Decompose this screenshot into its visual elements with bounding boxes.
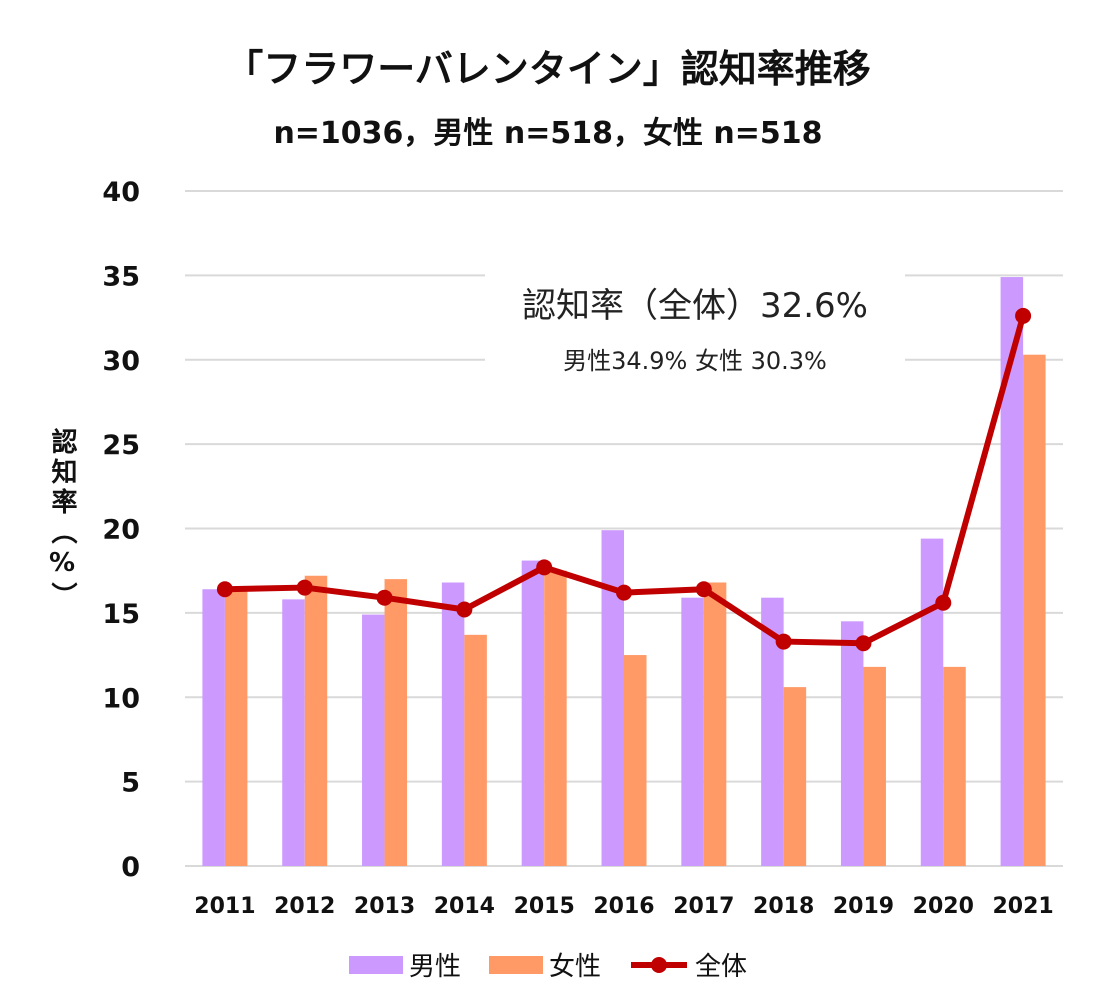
marker-total <box>456 601 473 618</box>
marker-total <box>855 635 872 652</box>
bar-female <box>863 666 886 866</box>
bar-female <box>1023 354 1046 866</box>
y-tick-label: 30 <box>102 346 140 377</box>
marker-total <box>695 581 712 598</box>
marker-total <box>616 584 632 601</box>
marker-total <box>376 589 393 606</box>
x-tick-label: 2019 <box>833 894 894 919</box>
marker-total <box>935 594 952 611</box>
legend-item-female: 女性 <box>488 946 601 983</box>
y-tick-label: 5 <box>121 768 140 799</box>
annotation-box: 認知率（全体）32.6% 男性34.9% 女性 30.3% <box>485 272 905 386</box>
x-tick-label: 2013 <box>354 894 415 919</box>
bar-male <box>441 582 465 866</box>
legend-swatch-male <box>348 955 403 974</box>
bar-female <box>624 655 647 866</box>
bar-male <box>521 560 545 866</box>
x-tick-label: 2017 <box>673 894 734 919</box>
y-tick-label: 10 <box>102 683 140 714</box>
x-tick-label: 2011 <box>194 894 255 919</box>
bar-female <box>703 582 727 866</box>
y-tick-label: 25 <box>102 430 140 461</box>
x-tick-label: 2012 <box>274 894 335 919</box>
legend: 男性 女性 全体 <box>0 946 1096 983</box>
bar-male <box>840 621 864 866</box>
bar-male <box>761 597 784 866</box>
legend-item-male: 男性 <box>348 946 461 983</box>
bar-female <box>464 634 487 866</box>
bar-female <box>943 666 966 866</box>
chart-title: 「フラワーバレンタイン」認知率推移 <box>225 47 871 91</box>
legend-label: 全体 <box>695 952 748 982</box>
bar-female <box>544 570 567 866</box>
bar-female <box>783 687 807 866</box>
bar-female <box>304 575 328 866</box>
x-tick-label: 2016 <box>593 894 654 919</box>
marker-total <box>775 633 792 650</box>
legend-swatch-total <box>631 956 687 973</box>
bar-female <box>224 590 248 866</box>
marker-total <box>296 579 313 596</box>
bar-male <box>362 614 385 866</box>
bar-male <box>202 589 225 866</box>
y-tick-label: 40 <box>102 177 140 208</box>
marker-total <box>536 559 553 576</box>
bar-male <box>920 538 944 866</box>
legend-label: 男性 <box>408 952 461 982</box>
legend-label: 女性 <box>548 952 601 982</box>
bar-male <box>282 599 305 866</box>
x-tick-label: 2015 <box>514 894 575 919</box>
x-tick-label: 2014 <box>434 894 495 919</box>
annotation-line2: 男性34.9% 女性 30.3% <box>563 347 827 375</box>
bar-male <box>1000 277 1024 866</box>
legend-swatch-female <box>488 955 543 974</box>
y-tick-label: 15 <box>102 599 140 630</box>
bar-female <box>384 579 408 866</box>
y-axis-label: 認知率（%） <box>47 428 77 612</box>
y-tick-label: 20 <box>102 515 140 546</box>
x-tick-label: 2018 <box>753 894 814 919</box>
annotation-line1: 認知率（全体）32.6% <box>521 286 868 326</box>
marker-total <box>216 581 233 598</box>
y-tick-label: 35 <box>102 261 140 292</box>
x-tick-label: 2020 <box>913 894 974 919</box>
bar-male <box>601 530 624 866</box>
bar-male <box>681 597 704 866</box>
y-tick-label: 0 <box>121 852 140 883</box>
legend-item-total: 全体 <box>629 946 747 983</box>
chart-subtitle: n=1036，男性 n=518，女性 n=518 <box>273 116 823 151</box>
marker-total <box>1015 307 1032 324</box>
x-tick-label: 2021 <box>992 894 1053 919</box>
